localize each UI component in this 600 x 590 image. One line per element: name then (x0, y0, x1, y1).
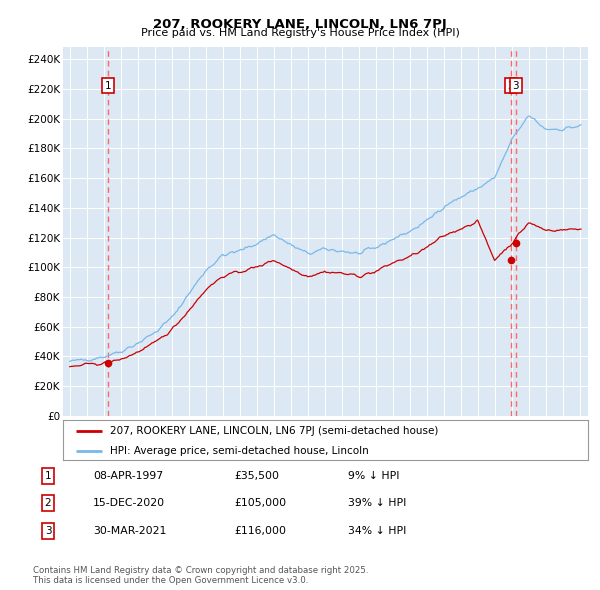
Text: 3: 3 (44, 526, 52, 536)
Text: 30-MAR-2021: 30-MAR-2021 (93, 526, 166, 536)
Text: Contains HM Land Registry data © Crown copyright and database right 2025.
This d: Contains HM Land Registry data © Crown c… (33, 566, 368, 585)
Text: 2: 2 (44, 499, 52, 508)
Text: 08-APR-1997: 08-APR-1997 (93, 471, 163, 481)
Text: 3: 3 (512, 81, 519, 91)
Text: 207, ROOKERY LANE, LINCOLN, LN6 7PJ: 207, ROOKERY LANE, LINCOLN, LN6 7PJ (153, 18, 447, 31)
Text: 15-DEC-2020: 15-DEC-2020 (93, 499, 165, 508)
Text: 1: 1 (44, 471, 52, 481)
Text: 2: 2 (508, 81, 514, 91)
Text: £116,000: £116,000 (234, 526, 286, 536)
Text: 34% ↓ HPI: 34% ↓ HPI (348, 526, 406, 536)
Text: 9% ↓ HPI: 9% ↓ HPI (348, 471, 400, 481)
Text: HPI: Average price, semi-detached house, Lincoln: HPI: Average price, semi-detached house,… (110, 447, 369, 457)
Text: Price paid vs. HM Land Registry's House Price Index (HPI): Price paid vs. HM Land Registry's House … (140, 28, 460, 38)
Text: 39% ↓ HPI: 39% ↓ HPI (348, 499, 406, 508)
Text: 1: 1 (105, 81, 112, 91)
Text: £105,000: £105,000 (234, 499, 286, 508)
Text: 207, ROOKERY LANE, LINCOLN, LN6 7PJ (semi-detached house): 207, ROOKERY LANE, LINCOLN, LN6 7PJ (sem… (110, 426, 439, 436)
Text: £35,500: £35,500 (234, 471, 279, 481)
